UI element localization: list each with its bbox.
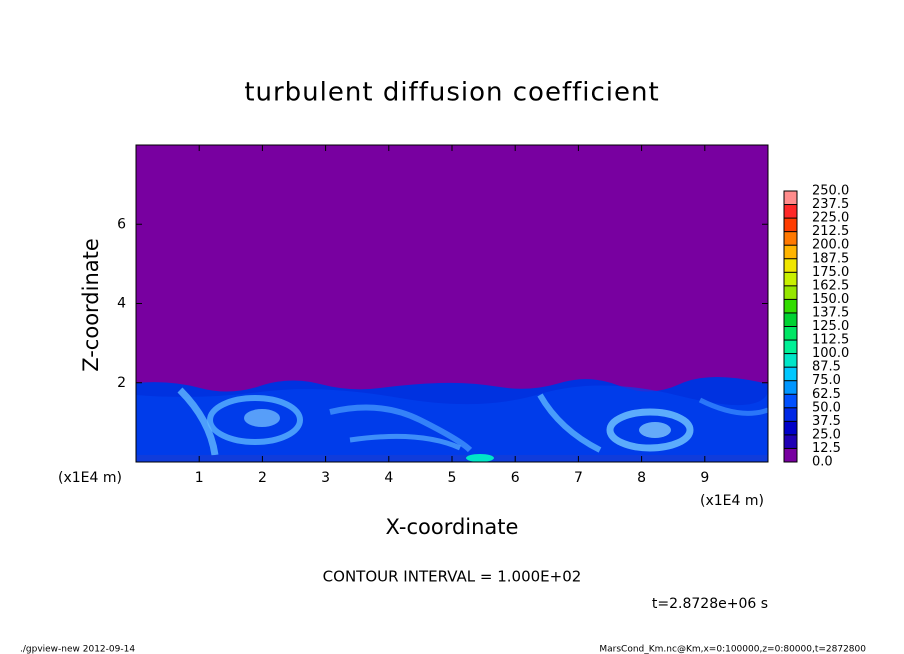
unit-label: (x1E4 m) — [58, 470, 122, 486]
x-axis-label: X-coordinate — [386, 515, 519, 539]
colorbar-label: 62.5 — [812, 387, 841, 402]
colorbar-box — [784, 326, 797, 341]
colorbar-box — [784, 394, 797, 408]
x-tick-label: 7 — [574, 470, 583, 486]
colorbar-label: 87.5 — [812, 360, 841, 375]
colorbar-label: 237.5 — [812, 197, 849, 212]
y-tick-label: 6 — [117, 216, 126, 232]
contour-interval: CONTOUR INTERVAL = 1.000E+02 — [323, 568, 582, 586]
colorbar-label: 50.0 — [812, 400, 841, 415]
x-tick-label: 2 — [258, 470, 267, 486]
unit-label: (x1E4 m) — [700, 493, 764, 509]
x-tick-label: 3 — [321, 470, 330, 486]
colorbar-box — [784, 448, 797, 462]
colorbar-label: 100.0 — [812, 346, 849, 361]
colorbar-box — [784, 421, 797, 435]
x-tick-label: 4 — [384, 470, 393, 486]
colorbar-label: 125.0 — [812, 319, 849, 334]
chart-title: turbulent diffusion coefficient — [244, 78, 659, 108]
y-axis-label: Z-coordinate — [79, 238, 103, 372]
colorbar-label: 12.5 — [812, 441, 841, 456]
colorbar-box — [784, 380, 797, 395]
colorbar-label: 137.5 — [812, 305, 849, 320]
time-label: t=2.8728e+06 s — [652, 596, 768, 612]
colorbar-label: 112.5 — [812, 333, 849, 348]
colorbar-box — [784, 258, 797, 273]
colorbar-box — [784, 353, 797, 368]
x-tick-label: 1 — [195, 470, 204, 486]
colorbar-box — [784, 272, 797, 286]
colorbar-label: 187.5 — [812, 251, 849, 266]
colorbar-label: 37.5 — [812, 414, 841, 429]
colorbar-label: 200.0 — [812, 238, 849, 253]
colorbar-box — [784, 312, 797, 327]
colorbar-box — [784, 285, 797, 300]
footer-right: MarsCond_Km.nc@Km,x=0:100000,z=0:80000,t… — [599, 645, 866, 654]
x-tick-label: 5 — [448, 470, 457, 486]
colorbar-box — [784, 231, 797, 246]
x-tick-label: 6 — [511, 470, 520, 486]
colorbar-box — [784, 407, 797, 422]
x-tick-label: 8 — [637, 470, 646, 486]
colorbar-box — [784, 434, 797, 449]
colorbar-label: 150.0 — [812, 292, 849, 307]
colorbar-label: 162.5 — [812, 278, 849, 293]
x-tick-label: 9 — [700, 470, 709, 486]
colorbar-label: 175.0 — [812, 265, 849, 280]
field — [136, 145, 768, 462]
colorbar-box — [784, 367, 797, 381]
colorbar-box — [784, 340, 797, 354]
colorbar-box — [784, 218, 797, 232]
colorbar-label: 0.0 — [812, 455, 833, 470]
colorbar-box — [784, 245, 797, 259]
y-tick-label: 4 — [117, 296, 126, 312]
colorbar-label: 75.0 — [812, 373, 841, 388]
colorbar-label: 250.0 — [812, 184, 849, 199]
colorbar-label: 225.0 — [812, 211, 849, 226]
colorbar-box — [784, 204, 797, 219]
colorbar-label: 212.5 — [812, 224, 849, 239]
colorbar-box — [784, 299, 797, 313]
footer-left: ./gpview-new 2012-09-14 — [20, 645, 135, 654]
colorbar-box — [784, 191, 797, 205]
y-tick-label: 2 — [117, 375, 126, 391]
colorbar-label: 25.0 — [812, 427, 841, 442]
